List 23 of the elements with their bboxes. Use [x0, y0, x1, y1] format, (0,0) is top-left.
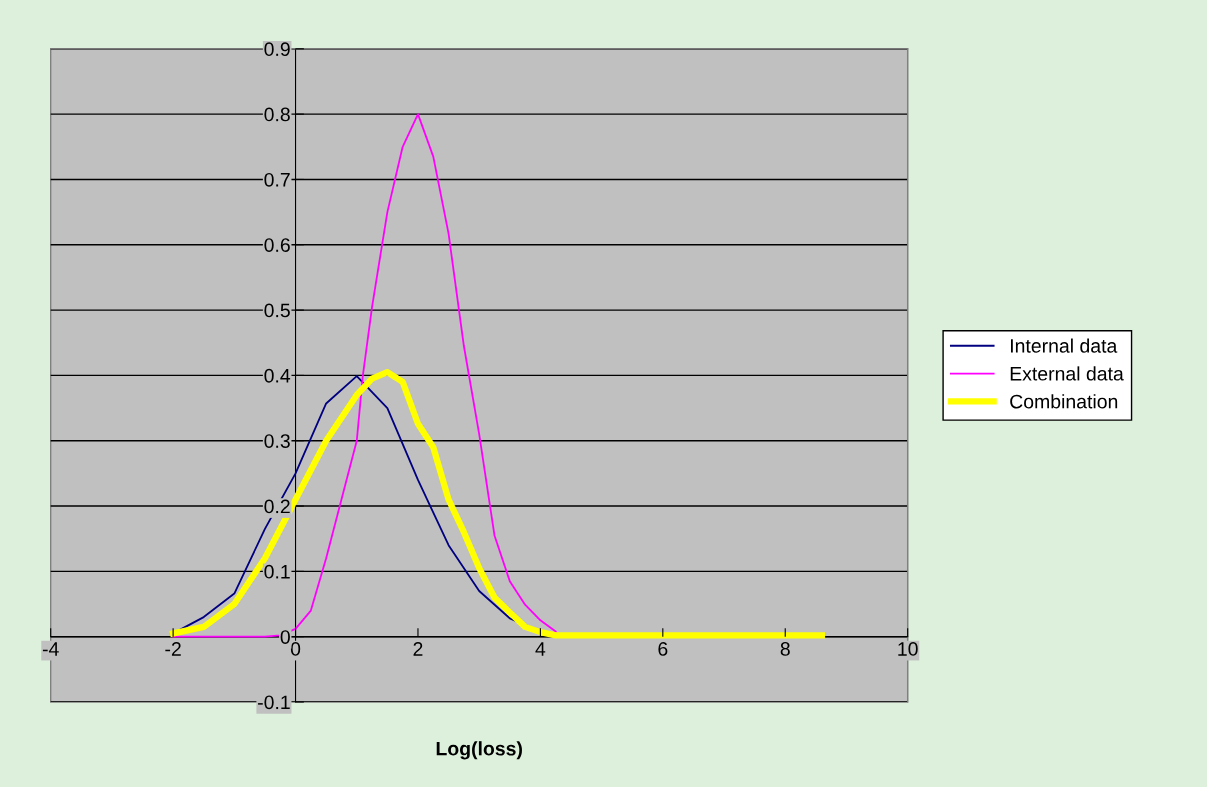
legend-label: Combination [1010, 394, 1118, 409]
y-tick-label: 0.3 [264, 434, 290, 448]
y-tick-label: 0.4 [264, 368, 291, 383]
legend-label: Internal data [1011, 338, 1118, 353]
y-tick-label: 0.1 [264, 564, 290, 579]
x-tick-label: 8 [780, 642, 790, 656]
y-tick-label: 0 [280, 630, 290, 644]
x-axis-title: Log(loss) [436, 741, 522, 760]
x-tick-label: 6 [658, 642, 668, 656]
y-tick-label: 0.9 [264, 42, 290, 57]
y-tick-label: 0.6 [264, 238, 290, 252]
y-tick-label: 0.8 [264, 107, 290, 122]
y-tick-label: -0.1 [258, 695, 290, 710]
x-tick-label: -2 [165, 642, 181, 656]
x-tick-label: -4 [42, 642, 59, 656]
x-tick-label: 2 [413, 642, 423, 656]
x-tick-label: 0 [290, 642, 301, 656]
y-tick-label: 0.5 [264, 303, 290, 318]
x-tick-label: 4 [535, 642, 546, 656]
y-tick-label: 0.7 [264, 172, 290, 187]
y-tick-label: 0.2 [264, 499, 290, 514]
legend-label: External data [1010, 366, 1124, 381]
x-tick-label: 10 [898, 642, 918, 656]
